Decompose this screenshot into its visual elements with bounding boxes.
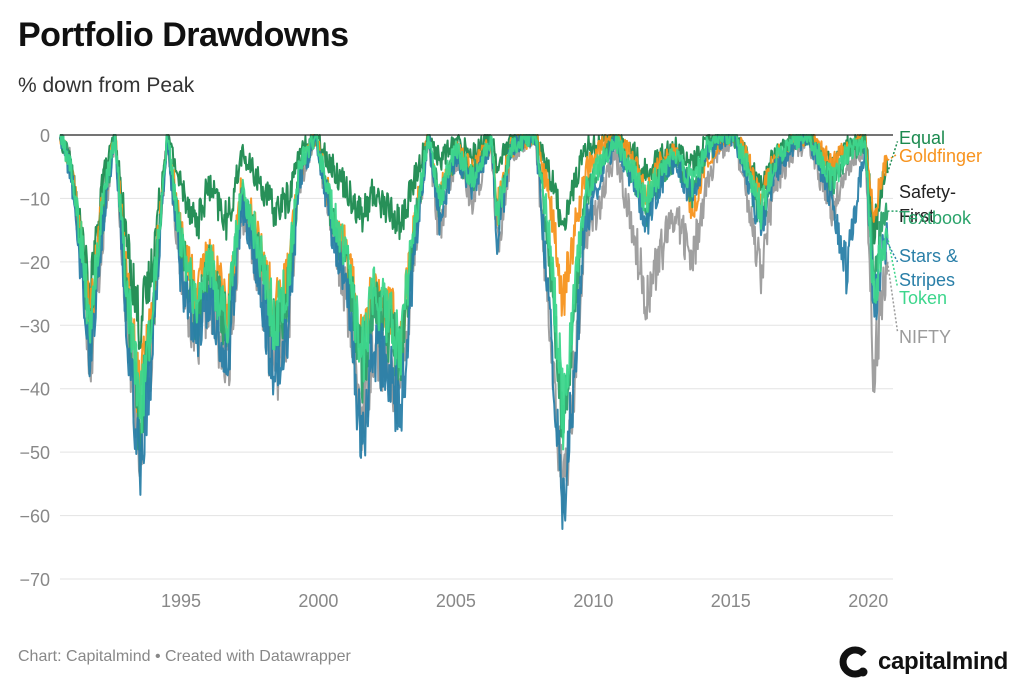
chart-subtitle: % down from Peak xyxy=(18,74,195,97)
label-connector xyxy=(886,242,899,263)
direct-label: First xyxy=(899,206,934,226)
direct-label: Stars & xyxy=(899,246,958,266)
x-tick-label: 2010 xyxy=(573,591,613,611)
direct-label: Goldfinger xyxy=(899,146,982,166)
capitalmind-logo-text: capitalmind xyxy=(877,648,1008,675)
y-tick-label: −50 xyxy=(19,443,50,463)
label-connector xyxy=(886,236,899,288)
series-line-token xyxy=(59,134,889,451)
y-axis-tick-labels: 0 −10 −20 −30 −40 −50 −60 −70 xyxy=(19,126,50,590)
series-lines xyxy=(59,134,899,530)
x-tick-label: 2000 xyxy=(298,591,338,611)
x-tick-label: 2020 xyxy=(848,591,888,611)
y-tick-label: 0 xyxy=(40,126,50,146)
capitalmind-logo-icon xyxy=(839,646,868,678)
direct-label: Textbook xyxy=(899,208,972,228)
direct-label: NIFTY xyxy=(899,327,951,347)
label-connector xyxy=(886,261,899,332)
x-tick-label: 2005 xyxy=(436,591,476,611)
direct-label: Safety- xyxy=(899,182,956,202)
chart-title: Portfolio Drawdowns xyxy=(18,16,349,54)
y-tick-label: −30 xyxy=(19,316,50,336)
capitalmind-logo: capitalmind xyxy=(838,644,1008,680)
drawdown-chart: 0 −10 −20 −30 −40 −50 −60 −70 1995 2000 2005 2010 2… xyxy=(19,126,982,611)
y-tick-label: −70 xyxy=(19,570,50,590)
x-tick-label: 1995 xyxy=(161,591,201,611)
direct-label: Equal xyxy=(899,128,945,148)
direct-label: Stripes xyxy=(899,270,955,290)
y-tick-label: −10 xyxy=(19,189,50,209)
x-axis-tick-labels: 1995 2000 2005 2010 2015 2020 xyxy=(161,591,888,611)
chart-credit: Chart: Capitalmind • Created with Datawr… xyxy=(18,648,351,665)
y-tick-label: −60 xyxy=(19,507,50,527)
y-tick-label: −20 xyxy=(19,253,50,273)
direct-label: Token xyxy=(899,288,947,308)
y-tick-label: −40 xyxy=(19,380,50,400)
x-tick-label: 2015 xyxy=(711,591,751,611)
label-connector xyxy=(887,153,898,162)
